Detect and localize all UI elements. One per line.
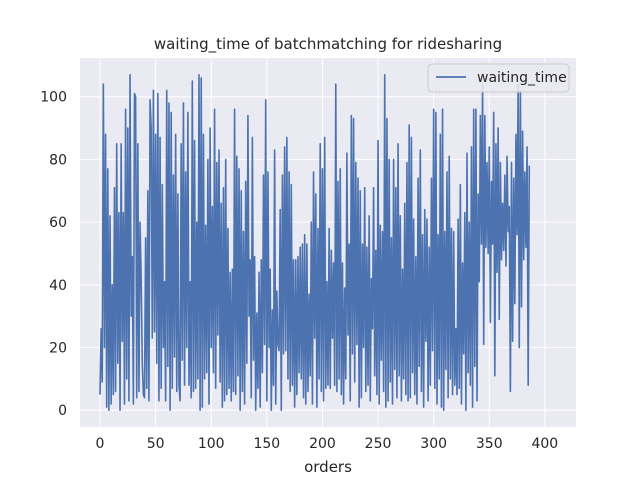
- x-tick-label: 150: [253, 436, 280, 452]
- series-lines: [99, 73, 531, 412]
- x-tick-label: 50: [147, 436, 165, 452]
- x-tick-labels: 0 50 100 150 200 250 300 350 400: [96, 436, 559, 452]
- x-tick-label: 300: [420, 436, 447, 452]
- legend-box: [427, 63, 570, 93]
- x-tick-label: 400: [531, 436, 558, 452]
- y-tick-labels: 0 20 40 60 80 100: [40, 90, 67, 420]
- chart-title: waiting_time of batchmatching for ridesh…: [154, 35, 502, 54]
- y-tick-label: 40: [49, 278, 67, 294]
- x-tick-label: 250: [365, 436, 392, 452]
- x-tick-label: 200: [309, 436, 336, 452]
- y-tick-label: 60: [49, 215, 67, 231]
- x-tick-label: 350: [476, 436, 503, 452]
- y-tick-label: 100: [40, 90, 67, 106]
- x-tick-label: 100: [198, 436, 225, 452]
- x-tick-label: 0: [96, 436, 105, 452]
- y-tick-label: 20: [49, 341, 67, 357]
- series-line-waiting-time: [99, 73, 531, 412]
- legend: waiting_time: [427, 63, 570, 93]
- legend-label-waiting-time: waiting_time: [477, 70, 567, 86]
- y-tick-label: 0: [58, 403, 67, 419]
- y-tick-label: 80: [49, 152, 67, 168]
- x-axis-title: orders: [304, 458, 352, 476]
